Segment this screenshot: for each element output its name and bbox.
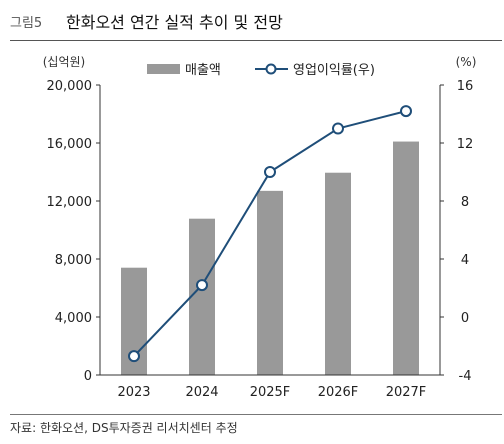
source-row: 자료: 한화오션, DS투자증권 리서치센터 추정 [10,414,502,438]
y-right-tick-label: 0 [461,311,469,326]
bar-2026F [325,172,351,375]
y-right-tick-label: -4 [459,369,472,384]
source-divider [10,414,502,415]
bar-2027F [393,141,419,375]
legend-label-bar: 매출액 [185,63,221,78]
x-tick-label: 2025F [250,385,291,400]
y-left-tick-label: 20,000 [47,79,93,94]
x-tick-label: 2023 [117,385,150,400]
point-2025F [264,166,276,178]
bar-2025F [257,190,283,375]
figure-label: 그림5 [10,16,43,31]
y-left-tick-label: 8,000 [55,253,92,268]
x-tick-label: 2024 [185,385,218,400]
point-2024 [196,279,208,292]
y-right-tick-label: 8 [461,195,469,210]
y-right-tick-label: 16 [457,79,474,94]
x-tick-label: 2026F [318,385,359,400]
title-divider [10,40,502,41]
legend-label-line: 영업이익률(우) [293,63,375,78]
title-row: 그림5 한화오션 연간 실적 추이 및 전망 [10,4,502,41]
y-left-tick-label: 4,000 [55,311,92,326]
point-2026F [332,122,344,135]
y-left-unit: (십억원) [43,55,85,69]
bar-2024 [189,218,215,375]
point-2027F [400,105,412,118]
legend-swatch-marker [265,63,277,75]
y-right-tick-label: 4 [461,253,469,268]
y-right-tick-label: 12 [457,137,474,152]
y-right-unit: (%) [456,55,477,69]
y-left-tick-label: 16,000 [47,137,93,152]
y-left-tick-label: 0 [84,369,92,384]
chart-title: 한화오션 연간 실적 추이 및 전망 [66,13,283,32]
y-left-tick-label: 12,000 [47,195,93,210]
x-tick-label: 2027F [386,385,427,400]
source-note: 자료: 한화오션, DS투자증권 리서치센터 추정 [10,421,238,435]
legend-swatch-bar [147,64,180,74]
point-2023 [128,350,140,363]
